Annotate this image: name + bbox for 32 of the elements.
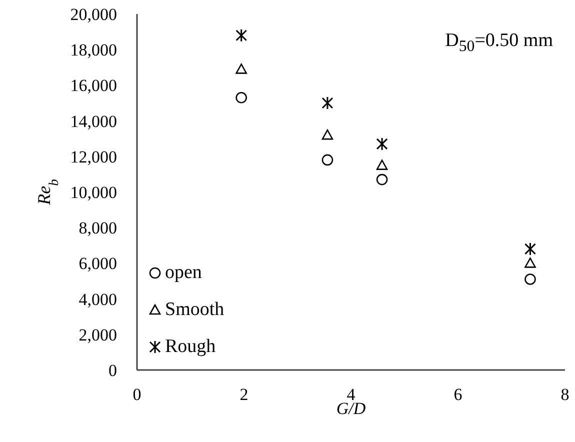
point [524, 242, 536, 256]
point [322, 154, 334, 166]
point [322, 129, 334, 140]
point [376, 160, 388, 170]
x-tick-label: 6 [454, 385, 462, 404]
y-tick-label: 2,000 [78, 325, 117, 344]
legend-label: Smooth [165, 298, 224, 320]
legend-label: open [165, 262, 202, 284]
x-tick-label: 2 [240, 385, 248, 404]
y-tick-label: 6,000 [78, 254, 117, 274]
y-tick-label: 10,000 [70, 183, 117, 202]
x-tick-label: 0 [132, 385, 142, 404]
y-tick-label: 4,000 [78, 290, 117, 309]
x-tick-label: 8 [560, 385, 570, 404]
y-tick-label: 14,000 [70, 112, 117, 131]
legend-label: Rough [165, 336, 216, 358]
annotation: D$_{50}$=0.50 mm [445, 30, 553, 56]
point [236, 92, 247, 104]
y-tick-label: 8,000 [78, 218, 117, 238]
y-tick-label: 18,000 [70, 40, 117, 60]
y-tick-label: 20,000 [70, 5, 117, 24]
point [322, 96, 334, 110]
point [524, 258, 536, 268]
y-tick-label: 16,000 [70, 76, 117, 96]
point [524, 274, 536, 285]
point [236, 28, 248, 42]
point [376, 137, 388, 151]
point [236, 64, 247, 74]
x-axis-title: G/D [336, 399, 366, 418]
y-tick-label: 12,000 [70, 147, 117, 166]
y-tick-label: 0 [108, 361, 117, 380]
point [376, 174, 388, 186]
